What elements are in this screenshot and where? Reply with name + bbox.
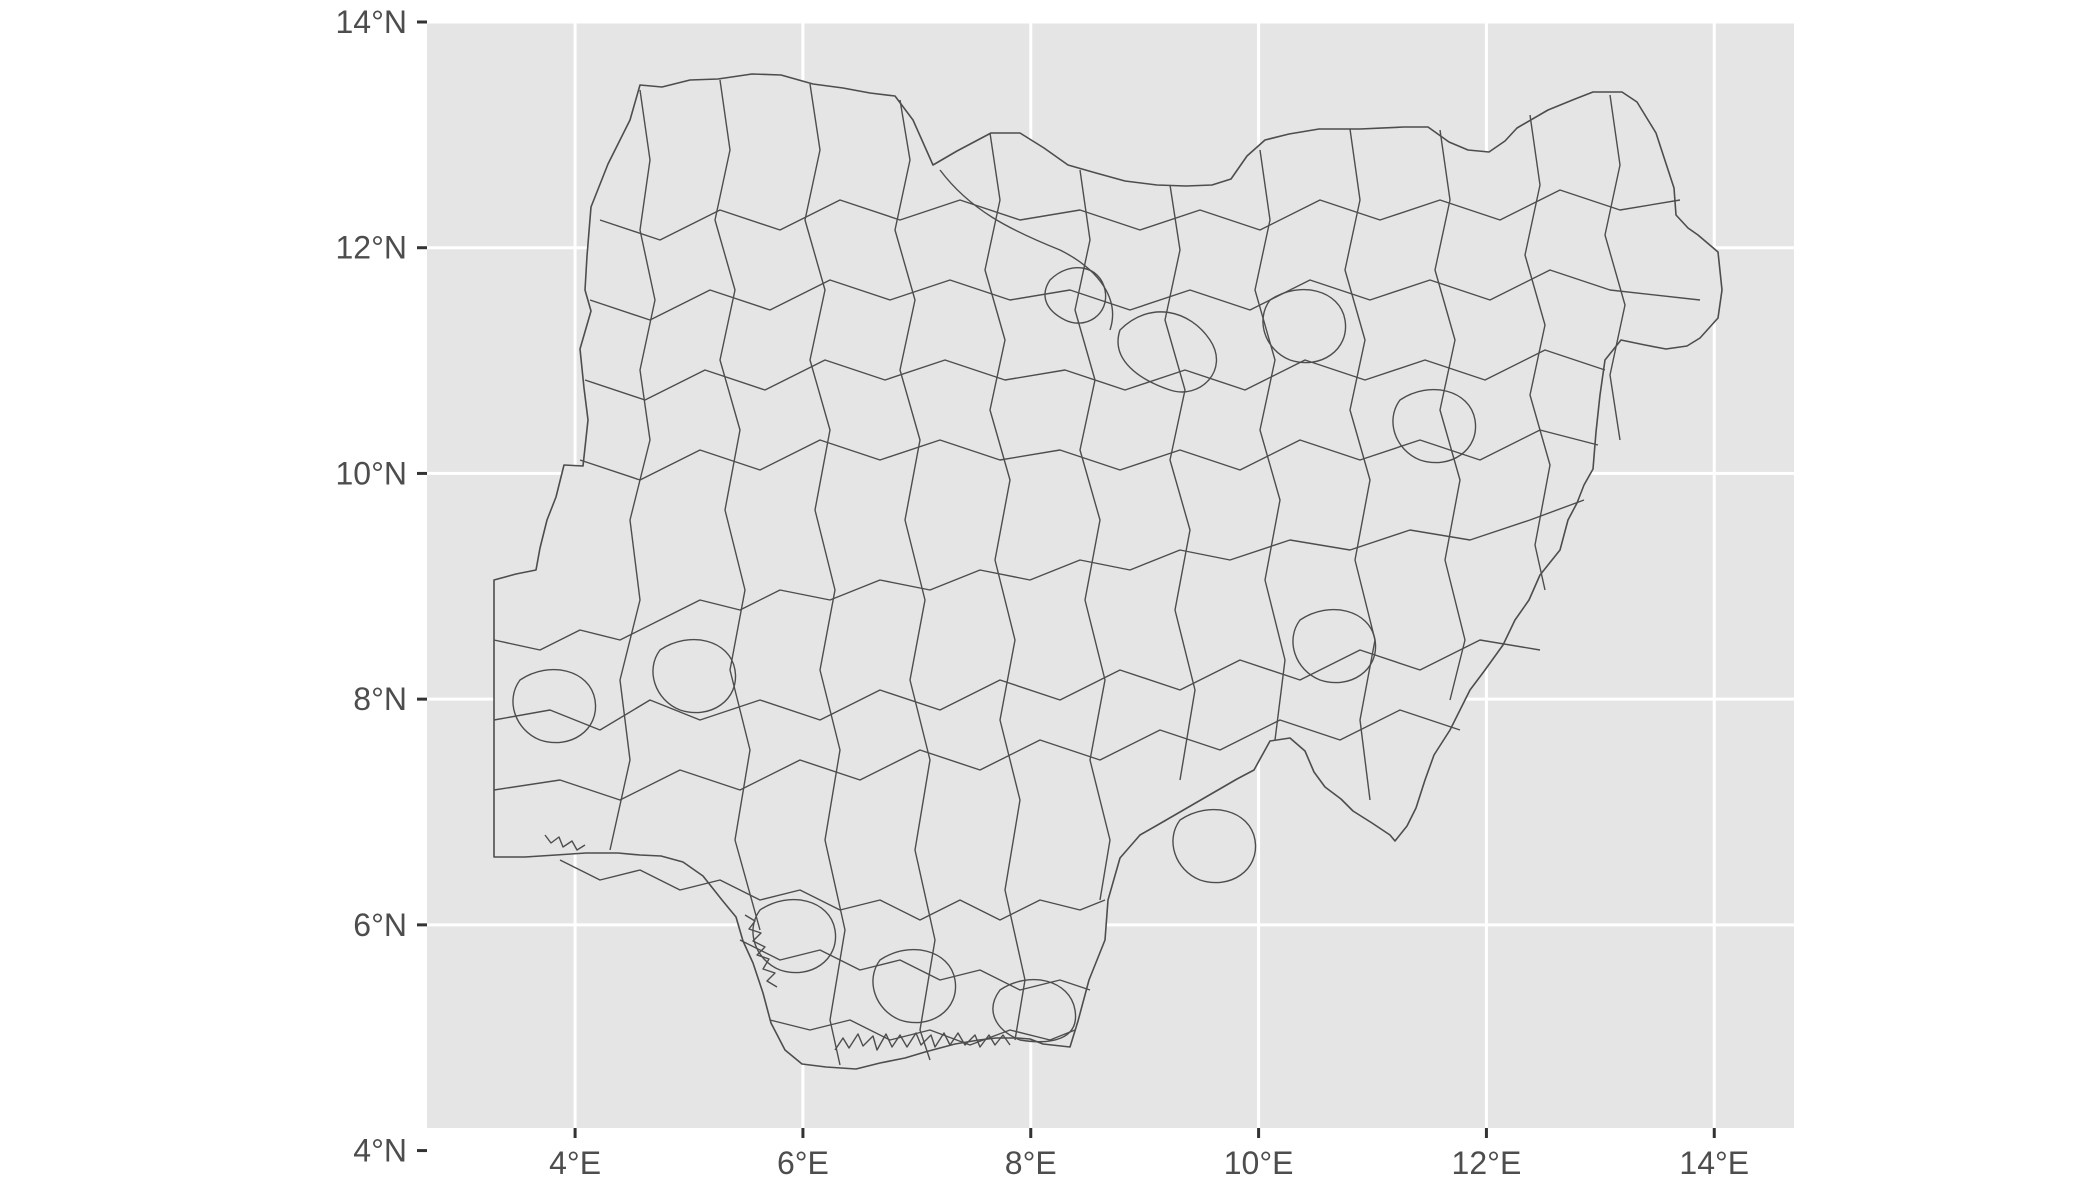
boundary-line — [1344, 128, 1376, 801]
x-tick-label: 12°E — [1452, 1145, 1522, 1181]
y-axis: 4°N 6°N 8°N 10°N 12°N 14°N — [336, 4, 427, 1169]
y-tick-label: 4°N — [353, 1133, 407, 1169]
delta-coastline-detail — [834, 1032, 1011, 1051]
boundary-line — [1524, 114, 1551, 591]
boundary-line — [493, 499, 1585, 651]
boundary-line — [579, 429, 1599, 481]
y-tick-label: 14°N — [336, 4, 408, 40]
boundary-line — [804, 83, 846, 1066]
boundary-line — [769, 1019, 1076, 1046]
boundary-line — [984, 132, 1026, 1041]
x-tick-label: 6°E — [777, 1145, 829, 1181]
boundary-line — [1292, 608, 1377, 684]
boundary-line — [1117, 311, 1217, 393]
boundary-line — [1074, 169, 1111, 901]
boundary-line — [1604, 94, 1626, 441]
boundary-line — [992, 978, 1077, 1043]
boundary-line — [589, 269, 1701, 321]
x-tick-label: 4°E — [549, 1145, 601, 1181]
boundary-line — [939, 169, 1114, 331]
lagos-coastline-detail — [544, 834, 586, 851]
boundary-line — [493, 639, 1541, 731]
boundary-line — [872, 948, 957, 1024]
y-tick-label: 6°N — [353, 907, 407, 943]
lga-boundaries — [493, 79, 1701, 1066]
x-axis: 4°E 6°E 8°E 10°E 12°E 14°E — [549, 1128, 1749, 1181]
boundary-line — [752, 898, 837, 974]
boundary-line — [739, 939, 1091, 991]
boundary-line — [1392, 388, 1477, 464]
y-tick-label: 10°N — [336, 455, 408, 491]
boundary-line — [1434, 129, 1466, 701]
boundary-line — [894, 99, 936, 1061]
boundary-line — [1044, 266, 1107, 324]
nigeria-map — [493, 73, 1723, 1070]
delta-coastline-detail — [744, 914, 778, 988]
boundary-line — [652, 638, 737, 714]
boundary-line — [599, 189, 1681, 241]
boundary-line — [1164, 184, 1196, 781]
boundary-line — [493, 709, 1461, 801]
boundary-line — [609, 89, 656, 851]
boundary-line — [714, 79, 761, 931]
x-tick-label: 10°E — [1224, 1145, 1294, 1181]
boundary-line — [1262, 288, 1347, 364]
y-tick-label: 12°N — [336, 230, 408, 266]
boundary-line — [1172, 808, 1257, 884]
x-tick-label: 8°E — [1005, 1145, 1057, 1181]
y-tick-label: 8°N — [353, 681, 407, 717]
x-tick-label: 14°E — [1679, 1145, 1749, 1181]
boundary-line — [512, 668, 597, 744]
boundary-line — [1254, 149, 1286, 741]
